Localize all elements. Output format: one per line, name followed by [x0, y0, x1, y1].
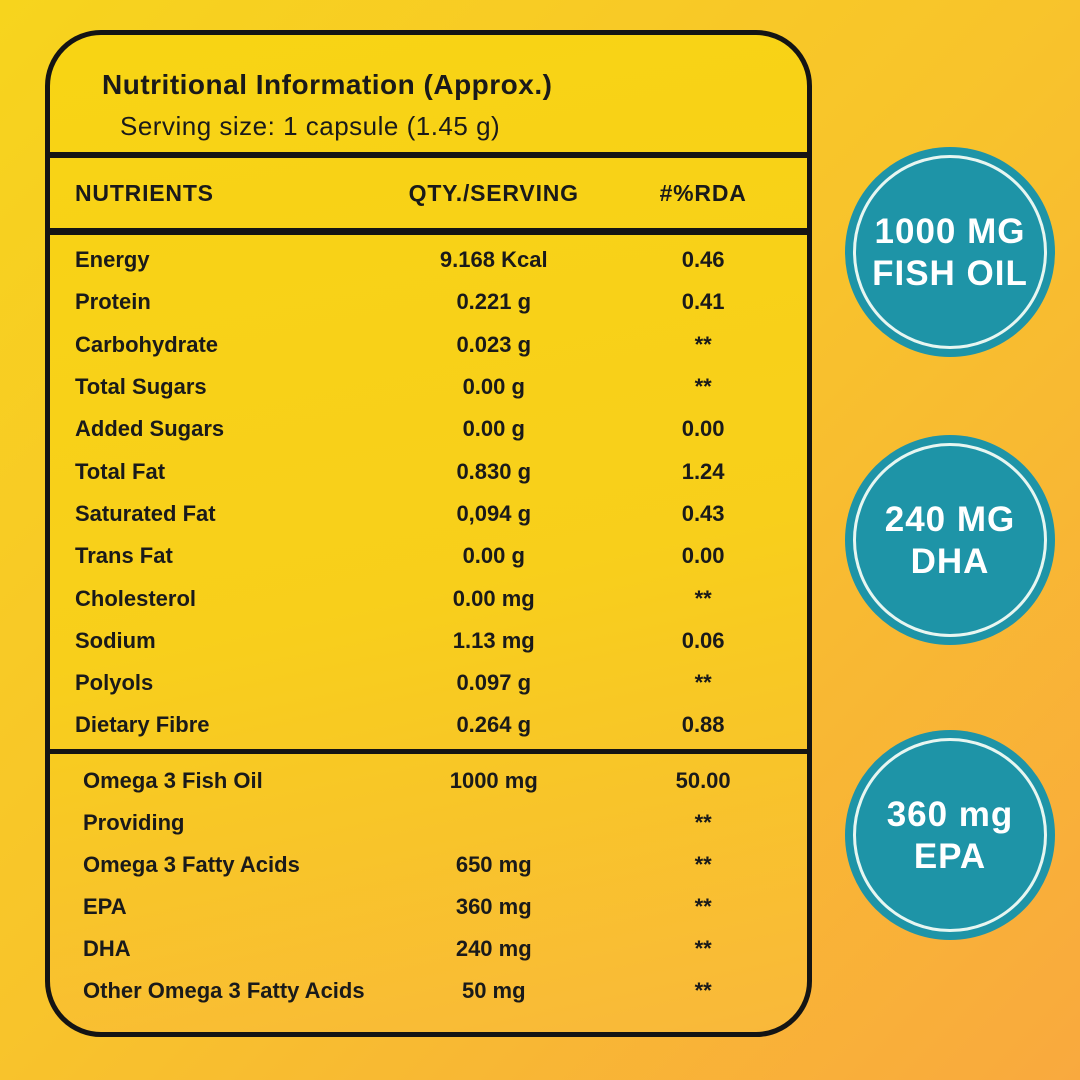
- table-row: Cholesterol 0.00 mg **: [75, 577, 797, 619]
- header-divider: [50, 152, 807, 158]
- badge-line: 240 MG: [884, 499, 1016, 539]
- nutrient-name: Omega 3 Fatty Acids: [83, 851, 300, 877]
- panel-header: Nutritional Information (Approx.) Servin…: [50, 35, 807, 152]
- nutrient-name: Carbohydrate: [75, 331, 219, 357]
- nutrient-name: Total Sugars: [75, 374, 207, 400]
- nutrient-name: Sodium: [75, 627, 156, 653]
- nutrient-name: Added Sugars: [75, 416, 225, 442]
- table-row: Omega 3 Fatty Acids 650 mg **: [75, 844, 797, 886]
- nutrient-rda: 0.00: [681, 416, 725, 442]
- badge-line: EPA: [913, 836, 987, 876]
- nutrient-qty: 50 mg: [461, 977, 526, 1003]
- nutrient-rda: 0.41: [681, 289, 725, 315]
- table-row: Total Sugars 0.00 g **: [75, 366, 797, 408]
- table-row: Protein 0.221 g 0.41: [75, 281, 797, 323]
- nutrient-qty: 0.00 mg: [452, 585, 535, 611]
- nutrient-rda: 0.88: [681, 712, 725, 738]
- nutrient-name: Polyols: [75, 670, 154, 696]
- nutrient-rda: **: [694, 670, 712, 696]
- nutrient-name: Total Fat: [75, 458, 166, 484]
- nutrient-qty: 9.168 Kcal: [439, 247, 548, 273]
- nutrient-rda: **: [694, 374, 712, 400]
- nutrients-section: Energy 9.168 Kcal 0.46 Protein 0.221 g 0…: [50, 235, 807, 747]
- nutrient-qty: 240 mg: [455, 935, 532, 961]
- table-row: Polyols 0.097 g **: [75, 662, 797, 704]
- table-row: Sodium 1.13 mg 0.06: [75, 620, 797, 662]
- nutrient-qty: 0.097 g: [456, 670, 532, 696]
- nutrient-qty: 650 mg: [455, 851, 532, 877]
- nutrient-name: Protein: [75, 289, 151, 315]
- table-row: Saturated Fat 0,094 g 0.43: [75, 493, 797, 535]
- table-row: Trans Fat 0.00 g 0.00: [75, 535, 797, 577]
- table-row: EPA 360 mg **: [75, 886, 797, 928]
- nutrient-name: Omega 3 Fish Oil: [83, 767, 263, 793]
- nutrient-rda: 50.00: [675, 767, 731, 793]
- nutrient-name: Trans Fat: [75, 543, 173, 569]
- nutrient-rda: **: [694, 331, 712, 357]
- table-row: Total Fat 0.830 g 1.24: [75, 450, 797, 492]
- nutrient-qty: 0.221 g: [456, 289, 532, 315]
- column-header-qty: QTY./SERVING: [408, 179, 579, 206]
- nutrient-qty: 0.00 g: [462, 374, 525, 400]
- table-row: Dietary Fibre 0.264 g 0.88: [75, 704, 797, 746]
- nutrient-rda: **: [694, 851, 712, 877]
- nutrient-rda: **: [694, 585, 712, 611]
- table-row: Providing **: [75, 802, 797, 844]
- nutrient-qty: 1.13 mg: [452, 627, 535, 653]
- nutrient-qty: 0.00 g: [462, 416, 525, 442]
- table-row: Added Sugars 0.00 g 0.00: [75, 408, 797, 450]
- column-header-row: NUTRIENTS QTY./SERVING #%RDA: [50, 158, 807, 235]
- nutrient-rda: **: [694, 977, 712, 1003]
- table-row: Other Omega 3 Fatty Acids 50 mg **: [75, 970, 797, 1012]
- nutrient-name: DHA: [83, 935, 131, 961]
- table-row: Energy 9.168 Kcal 0.46: [75, 239, 797, 281]
- table-row: DHA 240 mg **: [75, 928, 797, 970]
- nutrient-rda: 0.06: [681, 627, 725, 653]
- nutrient-rda: 0.43: [681, 500, 725, 526]
- badge-fish-oil: 1000 MG FISH OIL: [845, 147, 1055, 357]
- panel-title: Nutritional Information (Approx.): [102, 69, 553, 100]
- nutrient-name: Saturated Fat: [75, 500, 216, 526]
- nutrient-name: Other Omega 3 Fatty Acids: [83, 977, 365, 1003]
- nutrient-name: Dietary Fibre: [75, 712, 210, 738]
- nutrient-qty: 0.00 g: [462, 543, 525, 569]
- nutrient-rda: **: [694, 809, 712, 835]
- badge-dha: 240 MG DHA: [845, 435, 1055, 645]
- nutrient-name: Providing: [83, 809, 185, 835]
- nutrient-qty: 0.830 g: [456, 458, 532, 484]
- nutrient-qty: 360 mg: [455, 893, 532, 919]
- badge-line: FISH OIL: [872, 253, 1028, 293]
- badge-line: 1000 MG: [874, 211, 1026, 251]
- nutrient-name: Energy: [75, 247, 150, 273]
- column-header-rda: #%RDA: [659, 179, 747, 206]
- badge-line: 360 mg: [886, 794, 1014, 834]
- nutrient-rda: 1.24: [681, 458, 725, 484]
- omega-section: Omega 3 Fish Oil 1000 mg 50.00 Providing…: [50, 754, 807, 1012]
- badge-line: DHA: [910, 541, 990, 581]
- table-row: Omega 3 Fish Oil 1000 mg 50.00: [75, 760, 797, 802]
- nutrient-qty: 1000 mg: [449, 767, 538, 793]
- nutrient-name: Cholesterol: [75, 585, 197, 611]
- table-row: Carbohydrate 0.023 g **: [75, 324, 797, 366]
- nutrient-qty: 0.264 g: [456, 712, 532, 738]
- nutrient-qty: 0,094 g: [456, 500, 532, 526]
- nutrient-rda: **: [694, 935, 712, 961]
- nutrient-rda: 0.00: [681, 543, 725, 569]
- nutrient-rda: **: [694, 893, 712, 919]
- nutrient-name: EPA: [83, 893, 127, 919]
- section-divider: [50, 748, 807, 754]
- nutrient-qty: 0.023 g: [456, 331, 532, 357]
- serving-size: Serving size: 1 capsule (1.45 g): [120, 111, 501, 141]
- nutrition-panel: Nutritional Information (Approx.) Servin…: [45, 30, 812, 1037]
- badge-epa: 360 mg EPA: [845, 730, 1055, 940]
- column-header-nutrients: NUTRIENTS: [75, 179, 214, 206]
- nutrient-rda: 0.46: [681, 247, 725, 273]
